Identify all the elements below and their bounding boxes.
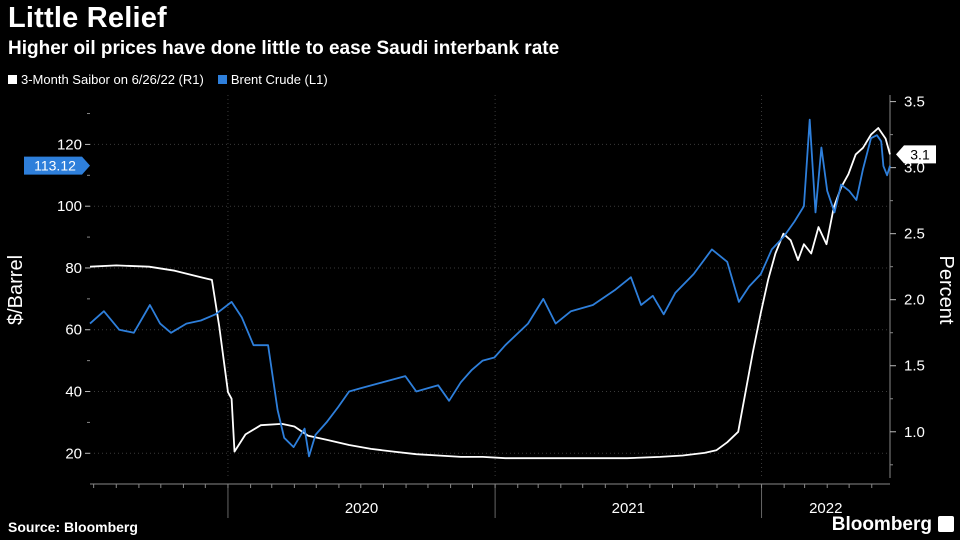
right-tick-label: 2.0 xyxy=(904,292,925,309)
series-line-saibor xyxy=(89,127,891,460)
x-tick-label: 2022 xyxy=(809,500,842,517)
right-tick-label: 1.0 xyxy=(904,424,925,441)
legend-item-saibor: 3-Month Saibor on 6/26/22 (R1) xyxy=(8,72,204,87)
right-axis: 1.0 1.5 2.0 2.5 3.0 3.5 xyxy=(889,94,925,478)
last-value-label-saibor: 3.1 xyxy=(910,146,930,162)
chart-subtitle: Higher oil prices have done little to ea… xyxy=(8,38,560,59)
left-tick-label: 100 xyxy=(57,198,82,215)
left-tick-label: 60 xyxy=(65,322,82,339)
right-tick-label: 2.5 xyxy=(904,226,925,243)
chart-title: Little Relief xyxy=(8,2,167,34)
left-tick-label: 120 xyxy=(57,136,82,153)
x-tick-label: 2021 xyxy=(612,500,645,517)
y-axis-label-left: $/Barrel xyxy=(5,255,27,325)
grid-lines xyxy=(90,95,890,478)
right-tick-label: 3.5 xyxy=(904,94,925,111)
brand-logo: Bloomberg xyxy=(831,514,932,535)
left-tick-label: 80 xyxy=(65,260,82,277)
left-tick-label: 20 xyxy=(65,445,82,462)
right-tick-label: 3.0 xyxy=(904,160,925,177)
series-lines xyxy=(89,118,891,460)
x-tick-label: 2020 xyxy=(345,500,378,517)
source-note: Source: Bloomberg xyxy=(8,519,138,535)
right-tick-label: 1.5 xyxy=(904,358,925,375)
last-value-callout-saibor xyxy=(896,145,936,164)
left-axis: 20 40 60 80 100 120 xyxy=(57,113,90,462)
brand-tag-icon xyxy=(938,516,954,532)
legend-item-brent: Brent Crude (L1) xyxy=(217,72,328,87)
last-value-callout-brent xyxy=(24,156,90,175)
last-value-callouts: 113.12 3.1 xyxy=(24,145,936,175)
left-tick-label: 40 xyxy=(65,384,82,401)
legend-swatch-brent xyxy=(217,75,227,84)
last-value-label-brent: 113.12 xyxy=(34,158,76,174)
y-axis-label-right: Percent xyxy=(935,256,957,325)
series-line-brent xyxy=(89,118,891,458)
legend-swatch-saibor xyxy=(8,75,17,84)
chart-legend: 3-Month Saibor on 6/26/22 (R1) Brent Cru… xyxy=(8,72,328,87)
x-axis: 2020 2021 2022 xyxy=(90,483,890,518)
legend-label-brent: Brent Crude (L1) xyxy=(230,72,328,87)
legend-label-saibor: 3-Month Saibor on 6/26/22 (R1) xyxy=(21,72,204,87)
